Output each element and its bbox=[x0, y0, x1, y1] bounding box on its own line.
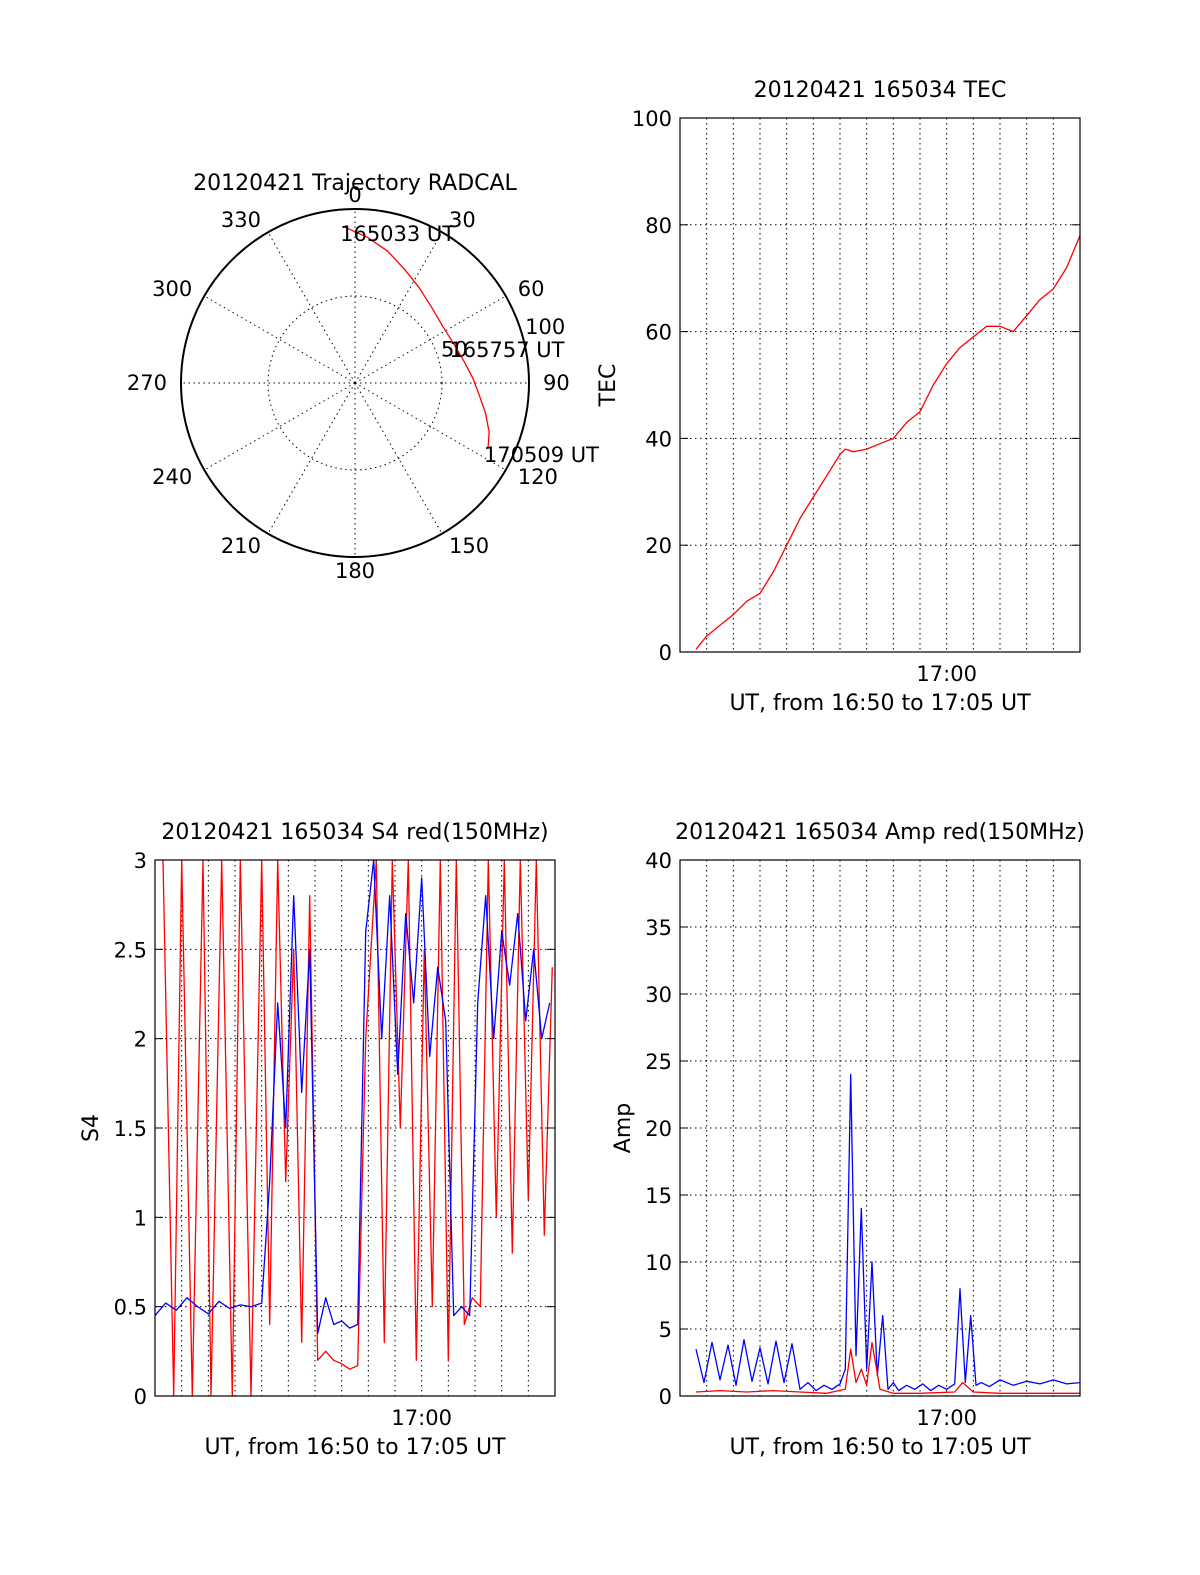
polar-azimuth-label: 300 bbox=[152, 277, 192, 301]
y-tick-label: 0 bbox=[659, 1385, 672, 1409]
y-tick-label: 5 bbox=[659, 1318, 672, 1342]
s4-series bbox=[154, 859, 553, 1397]
polar-grid-spoke bbox=[267, 232, 356, 384]
y-tick-label: 1.5 bbox=[114, 1117, 147, 1141]
polar-azimuth-label: 30 bbox=[449, 208, 476, 232]
series-line-2 bbox=[695, 1341, 1080, 1394]
amp-ylabel: Amp bbox=[611, 1103, 636, 1153]
polar-azimuth-label: 270 bbox=[127, 371, 167, 395]
polar-azimuth-label: 120 bbox=[518, 465, 558, 489]
y-tick-label: 3 bbox=[134, 849, 147, 873]
s4-title: 20120421 165034 S4 red(150MHz) bbox=[161, 820, 548, 845]
y-tick-label: 2.5 bbox=[114, 938, 147, 962]
tec-ticks: 0 20 40 60 80 100 17:00 bbox=[632, 107, 1080, 686]
y-tick-label: 0 bbox=[134, 1385, 147, 1409]
polar-time-annotation: 170509 UT bbox=[484, 443, 599, 467]
polar-grid-spoke bbox=[204, 382, 356, 471]
polar-azimuth-label: 150 bbox=[449, 534, 489, 558]
x-tick-label: 17:00 bbox=[916, 662, 977, 686]
y-tick-label: 10 bbox=[645, 1251, 672, 1275]
series-line-1 bbox=[695, 1073, 1081, 1392]
s4-ticks: 0 0.5 1 1.5 2 2.5 3 17:00 bbox=[114, 849, 555, 1430]
polar-grid bbox=[181, 209, 529, 557]
s4-grid bbox=[155, 860, 555, 1396]
polar-azimuth-label: 90 bbox=[543, 371, 570, 395]
amp-xlabel: UT, from 16:50 to 17:05 UT bbox=[729, 1435, 1031, 1460]
polar-grid-spoke bbox=[354, 232, 443, 384]
y-tick-label: 35 bbox=[645, 916, 672, 940]
polar-azimuth-label: 0 bbox=[348, 183, 361, 207]
s4-ylabel: S4 bbox=[79, 1114, 104, 1142]
polar-outer-circle bbox=[180, 208, 530, 558]
tec-panel: 20120421 165034 TEC 0 20 40 60 80 100 17:00 TE… bbox=[596, 78, 1081, 716]
tec-title: 20120421 165034 TEC bbox=[754, 78, 1007, 103]
amp-series bbox=[695, 1073, 1081, 1394]
amp-panel: 20120421 165034 Amp red(150MHz) 0 5 10 15 20… bbox=[611, 820, 1085, 1460]
y-tick-label: 15 bbox=[645, 1184, 672, 1208]
s4-xlabel: UT, from 16:50 to 17:05 UT bbox=[204, 1435, 506, 1460]
y-tick-label: 60 bbox=[645, 321, 672, 345]
y-tick-label: 0.5 bbox=[114, 1296, 147, 1320]
polar-grid-spoke bbox=[354, 382, 443, 534]
series-line-2 bbox=[154, 859, 551, 1335]
tec-series bbox=[695, 235, 1081, 650]
polar-azimuth-label: 240 bbox=[152, 465, 192, 489]
tec-grid bbox=[680, 118, 1080, 652]
polar-time-annotation: 165033 UT bbox=[340, 222, 455, 246]
polar-azimuth-label: 330 bbox=[221, 208, 261, 232]
polar-radial-label: 100 bbox=[525, 315, 565, 339]
polar-grid-spoke bbox=[204, 295, 356, 384]
y-tick-label: 1 bbox=[134, 1206, 147, 1230]
amp-title: 20120421 165034 Amp red(150MHz) bbox=[675, 820, 1085, 845]
polar-azimuth-label: 210 bbox=[221, 534, 261, 558]
tec-plot-frame bbox=[679, 117, 1081, 653]
polar-radial-labels: 50 100 bbox=[441, 315, 565, 362]
s4-panel: 20120421 165034 S4 red(150MHz) 0 0.5 1 1.5 2… bbox=[79, 820, 556, 1460]
y-tick-label: 20 bbox=[645, 534, 672, 558]
polar-azimuth-label: 180 bbox=[335, 559, 375, 583]
polar-grid-spoke bbox=[267, 382, 356, 534]
polar-trajectory-line bbox=[343, 226, 490, 448]
polar-panel: 20120421 Trajectory RADCAL 0 30 60 90 120 150… bbox=[127, 171, 599, 583]
polar-azimuth-labels: 0 30 60 90 120 150 180 210 240 270 300 330 bbox=[127, 183, 570, 583]
y-tick-label: 30 bbox=[645, 983, 672, 1007]
y-tick-label: 80 bbox=[645, 214, 672, 238]
tec-xlabel: UT, from 16:50 to 17:05 UT bbox=[729, 691, 1031, 716]
polar-time-annotation: 165757 UT bbox=[449, 338, 564, 362]
y-tick-label: 40 bbox=[645, 849, 672, 873]
y-tick-label: 25 bbox=[645, 1050, 672, 1074]
polar-title: 20120421 Trajectory RADCAL bbox=[193, 171, 517, 196]
polar-radial-label: 50 bbox=[441, 338, 468, 362]
y-tick-label: 40 bbox=[645, 427, 672, 451]
series-line-1 bbox=[695, 235, 1081, 650]
x-tick-label: 17:00 bbox=[391, 1406, 452, 1430]
x-tick-label: 17:00 bbox=[916, 1406, 977, 1430]
polar-annotations: 165033 UT 165757 UT 170509 UT bbox=[340, 222, 599, 467]
y-tick-label: 0 bbox=[659, 641, 672, 665]
polar-grid-spoke bbox=[354, 382, 506, 471]
y-tick-label: 2 bbox=[134, 1028, 147, 1052]
amp-grid bbox=[680, 860, 1080, 1396]
tec-ylabel: TEC bbox=[596, 364, 621, 408]
amp-ticks: 0 5 10 15 20 25 30 35 40 17:00 bbox=[645, 849, 1080, 1430]
polar-grid-circle bbox=[267, 295, 443, 471]
polar-azimuth-label: 60 bbox=[518, 277, 545, 301]
polar-grid-spoke bbox=[354, 295, 506, 384]
y-tick-label: 100 bbox=[632, 107, 672, 131]
y-tick-label: 20 bbox=[645, 1117, 672, 1141]
